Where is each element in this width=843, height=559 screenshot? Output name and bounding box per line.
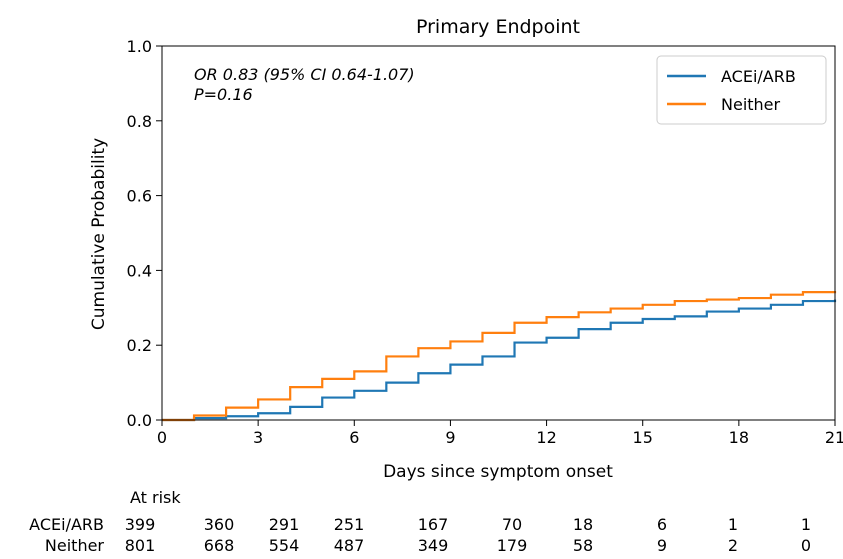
at-risk-value: 6 xyxy=(657,515,667,534)
annotation-line: OR 0.83 (95% CI 0.64-1.07) xyxy=(194,65,415,84)
at-risk-value: 251 xyxy=(334,515,365,534)
x-tick-label: 12 xyxy=(536,428,556,447)
at-risk-value: 291 xyxy=(269,515,300,534)
at-risk-value: 167 xyxy=(418,515,449,534)
legend: ACEi/ARB Neither xyxy=(656,55,827,125)
at-risk-value: 1 xyxy=(801,515,811,534)
at-risk-value: 801 xyxy=(125,536,156,555)
at-risk-value: 487 xyxy=(334,536,365,555)
legend-label: ACEi/ARB xyxy=(721,67,796,86)
at-risk-header: At risk xyxy=(130,488,181,507)
at-risk-value: 349 xyxy=(418,536,449,555)
at-risk-row-label: ACEi/ARB xyxy=(29,515,104,534)
at-risk-value: 179 xyxy=(497,536,528,555)
at-risk-value: 70 xyxy=(502,515,522,534)
at-risk-table: At risk ACEi/ARB 399 360 291 251 167 70 18 6 1 1 Nei… xyxy=(29,488,811,555)
legend-label: Neither xyxy=(721,95,781,114)
x-tick-label: 6 xyxy=(349,428,359,447)
at-risk-value: 668 xyxy=(204,536,235,555)
x-tick-label: 21 xyxy=(825,428,843,447)
y-tick-label: 1.0 xyxy=(127,37,152,56)
x-tick-label: 3 xyxy=(253,428,263,447)
chart-title: Primary Endpoint xyxy=(416,16,580,38)
x-axis-label: Days since symptom onset xyxy=(383,462,613,482)
at-risk-value: 360 xyxy=(204,515,235,534)
at-risk-value: 0 xyxy=(801,536,811,555)
y-tick-label: 0.8 xyxy=(127,112,152,131)
plot-frame xyxy=(161,45,836,421)
at-risk-value: 554 xyxy=(269,536,300,555)
y-tick-label: 0.6 xyxy=(127,187,152,206)
at-risk-value: 9 xyxy=(657,536,667,555)
series-line-acei-arb xyxy=(162,299,837,422)
at-risk-row-label: Neither xyxy=(45,536,105,555)
series-line-neither xyxy=(162,290,837,422)
y-axis-label: Cumulative Probability xyxy=(89,138,109,330)
x-tick-label: 15 xyxy=(633,428,653,447)
legend-box xyxy=(656,55,827,125)
plot-area: 0 3 6 9 12 15 18 21 0.0 0.2 0.4 0.6 0.8 1.0 OR 0.83 (9… xyxy=(127,37,843,447)
at-risk-value: 2 xyxy=(728,536,738,555)
x-tick-label: 9 xyxy=(445,428,455,447)
y-tick-label: 0.4 xyxy=(127,261,152,280)
at-risk-value: 399 xyxy=(125,515,156,534)
x-tick-label: 0 xyxy=(157,428,167,447)
x-tick-label: 18 xyxy=(729,428,749,447)
at-risk-value: 18 xyxy=(573,515,593,534)
at-risk-value: 1 xyxy=(728,515,738,534)
y-tick-label: 0.0 xyxy=(127,411,152,430)
y-tick-label: 0.2 xyxy=(127,336,152,355)
annotation-line: P=0.16 xyxy=(194,85,253,104)
at-risk-value: 58 xyxy=(573,536,593,555)
